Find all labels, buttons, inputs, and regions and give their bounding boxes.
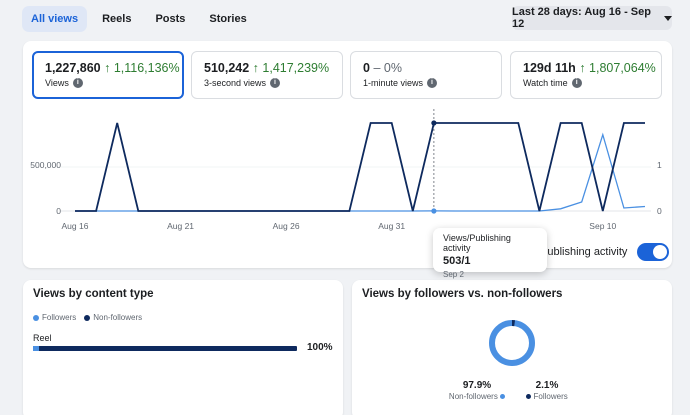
- metric-watch-time[interactable]: 129d 11h ↑ 1,807,064% Watch time i: [510, 51, 662, 99]
- metric-label: 3-second views: [204, 78, 267, 88]
- content-type-card: Views by content type Followers Non-foll…: [23, 280, 343, 415]
- x-tick-label: Aug 31: [378, 221, 405, 231]
- metric-change: ↑ 1,417,239%: [252, 61, 330, 75]
- series-publishing-line: [75, 122, 645, 212]
- metric-value: 129d 11h: [523, 61, 576, 75]
- x-tick-label: Aug 16: [62, 221, 89, 231]
- date-range-dropdown[interactable]: Last 28 days: Aug 16 - Sep 12: [512, 6, 672, 30]
- donut-non-followers: [489, 320, 535, 366]
- non-followers-stat: 97.9% Non-followers: [432, 380, 522, 401]
- followers-label: Followers: [533, 392, 568, 401]
- row-label-reel: Reel: [33, 333, 52, 343]
- reel-percent: 100%: [307, 342, 333, 353]
- y-tick-right: 0: [657, 206, 662, 216]
- tooltip-date: Sep 2: [443, 270, 464, 279]
- hover-dot-views: [431, 208, 437, 214]
- hover-dot-publishing: [431, 120, 437, 126]
- tooltip-value: 503/1: [443, 255, 471, 267]
- metric-change: – 0%: [373, 61, 402, 75]
- toggle-knob: [653, 245, 668, 259]
- views-chart-card: 1,227,860 ↑ 1,116,136% Views i 510,242 ↑ …: [23, 41, 672, 268]
- publishing-activity-toggle[interactable]: [637, 243, 670, 261]
- metric-label: Views: [45, 78, 69, 88]
- metric-value: 1,227,860: [45, 61, 101, 75]
- tab-posts[interactable]: Posts: [155, 13, 186, 25]
- metric-value: 510,242: [204, 61, 250, 75]
- card-title: Views by content type: [33, 288, 154, 300]
- publishing-activity-toggle-row: Publishing activity: [540, 243, 670, 261]
- legend-item-followers: Followers: [33, 313, 76, 322]
- info-icon[interactable]: i: [72, 78, 83, 88]
- views-line-chart[interactable]: 0 500,000 0 1 Aug 16 Aug 21 Aug 26 Aug 31 Sep …: [23, 41, 672, 268]
- chart-tooltip: Views/Publishing activity 503/1 Sep 2: [433, 228, 547, 279]
- info-icon[interactable]: i: [571, 78, 582, 88]
- followers-stat: 2.1% Followers: [507, 380, 587, 401]
- non-followers-percent: 97.9%: [462, 380, 492, 391]
- legend-item-non-followers: Non-followers: [84, 313, 142, 322]
- y-tick-left: 0: [56, 206, 61, 216]
- metric-value: 0: [363, 61, 370, 75]
- metric-change: ↑ 1,807,064%: [579, 61, 656, 75]
- donut-followers: [489, 320, 535, 366]
- toggle-label: Publishing activity: [540, 246, 628, 258]
- card-title: Views by followers vs. non-followers: [362, 288, 563, 300]
- non-followers-label: Non-followers: [448, 392, 498, 401]
- metric-views[interactable]: 1,227,860 ↑ 1,116,136% Views i: [32, 51, 184, 99]
- x-tick-label: Aug 21: [167, 221, 194, 231]
- metric-1-minute-views[interactable]: 0 – 0% 1-minute views i: [350, 51, 502, 99]
- date-range-label: Last 28 days: Aug 16 - Sep 12: [512, 6, 651, 30]
- followers-percent: 2.1%: [535, 380, 559, 391]
- followers-split-card: Views by followers vs. non-followers 97.…: [352, 280, 672, 415]
- metric-label: 1-minute views: [363, 78, 424, 88]
- legend: Followers Non-followers: [33, 313, 142, 322]
- metric-change: ↑ 1,116,136%: [104, 61, 180, 75]
- info-icon[interactable]: i: [427, 78, 438, 88]
- view-tabs: All views Reels Posts Stories: [22, 6, 256, 32]
- reel-bar-followers: [33, 346, 39, 351]
- reel-bar[interactable]: [33, 346, 297, 351]
- x-tick-label: Sep 10: [589, 221, 616, 231]
- followers-donut-chart[interactable]: [352, 280, 672, 415]
- tab-stories[interactable]: Stories: [209, 13, 247, 25]
- metric-3-second-views[interactable]: 510,242 ↑ 1,417,239% 3-second views i: [191, 51, 343, 99]
- tab-reels[interactable]: Reels: [102, 13, 132, 25]
- info-icon[interactable]: i: [270, 78, 281, 88]
- series-views-line: [75, 132, 646, 212]
- metric-label: Watch time: [523, 78, 568, 88]
- caret-down-icon: [664, 15, 672, 21]
- y-tick-left: 500,000: [30, 160, 61, 170]
- tooltip-title: Views/Publishing activity: [443, 233, 511, 253]
- tab-all-views[interactable]: All views: [22, 6, 88, 32]
- y-tick-right: 1: [657, 160, 662, 170]
- x-tick-label: Aug 26: [273, 221, 300, 231]
